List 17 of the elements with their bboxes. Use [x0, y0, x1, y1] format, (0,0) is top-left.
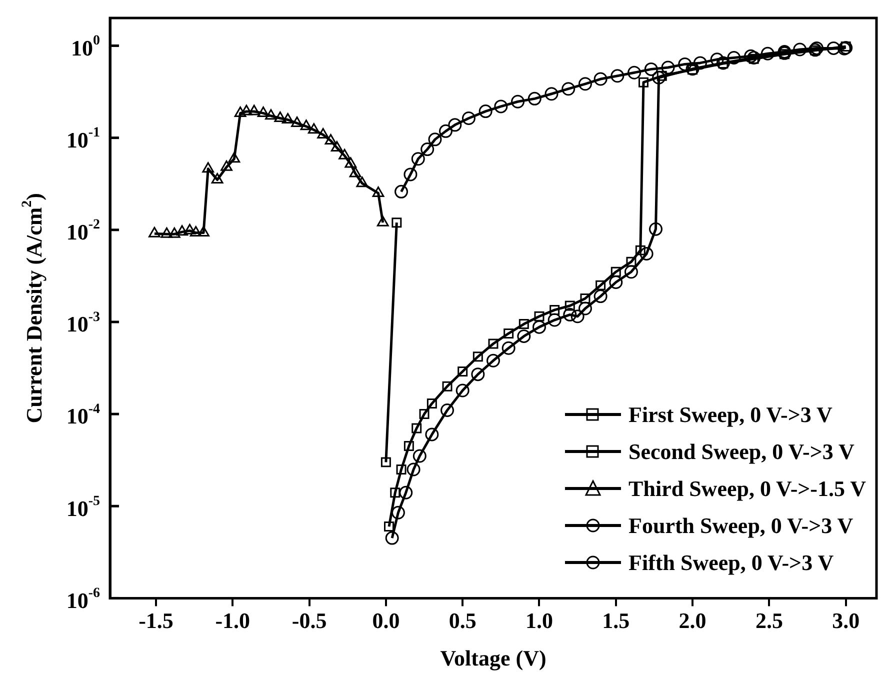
x-tick-label: 3.0 — [832, 608, 860, 634]
x-axis-title: Voltage (V) — [440, 645, 546, 670]
x-tick-label: 2.5 — [755, 608, 783, 634]
x-tick-label: -1.0 — [215, 608, 250, 634]
x-tick-label: 2.0 — [678, 608, 706, 634]
legend-label: Third Sweep, 0 V->-1.5 V — [628, 476, 866, 502]
x-tick-label: -1.5 — [138, 608, 174, 634]
legend-label: Fourth Sweep, 0 V->3 V — [628, 512, 854, 538]
x-tick-label: 0.5 — [448, 608, 476, 634]
legend-label: Second Sweep, 0 V->3 V — [628, 438, 854, 464]
x-tick-label: 1.0 — [525, 608, 553, 634]
legend-label: First Sweep, 0 V->3 V — [628, 402, 832, 428]
x-tick-label: 1.5 — [602, 608, 630, 634]
legend-label: Fifth Sweep, 0 V->3 V — [628, 550, 834, 576]
x-tick-label: 0.0 — [372, 608, 400, 634]
x-tick-label: -0.5 — [292, 608, 327, 634]
y-axis-title: Current Density (A/cm2) — [20, 192, 47, 424]
